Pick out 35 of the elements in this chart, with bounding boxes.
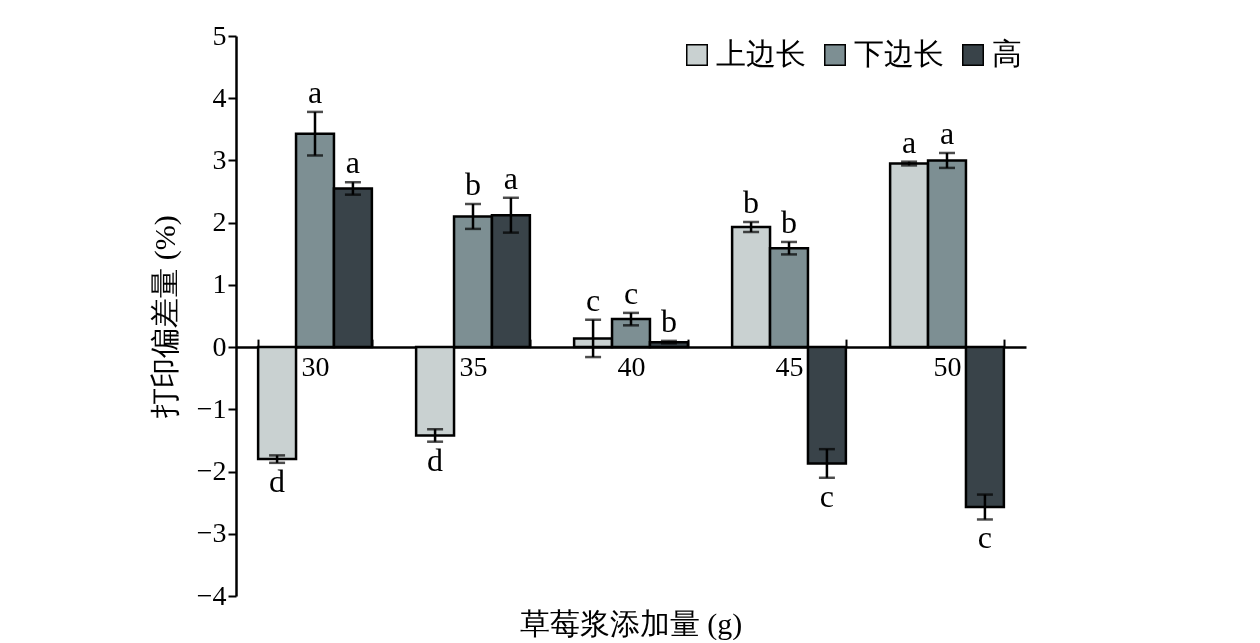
data-label: b [743,184,760,221]
y-tick-label: −2 [196,455,227,487]
data-label: a [939,114,955,151]
x-tick-label: 45 [775,350,804,382]
data-label: b [781,203,797,240]
data-label: b [660,302,677,339]
y-axis-title: 打印偏差量 (%) [147,215,182,419]
legend-label: 下边长 [854,37,944,70]
x-tick-label: 35 [459,350,488,382]
y-tick-label: −1 [196,392,227,424]
data-label: a [307,73,323,110]
data-label: a [503,159,519,196]
data-label: c [977,519,993,556]
data-label: c [585,281,601,318]
data-label: a [901,123,917,160]
data-label: c [623,274,639,311]
x-tick-label: 50 [933,350,962,382]
y-tick-label: 1 [212,268,227,300]
y-tick-label: −4 [196,579,227,611]
y-tick-label: 5 [212,19,227,51]
y-tick-label: 2 [212,206,227,238]
x-tick-label: 30 [301,350,330,382]
y-tick-label: 4 [212,81,227,113]
x-tick-label: 40 [617,350,646,382]
data-label: b [465,166,481,202]
y-tick-label: −3 [196,517,227,549]
y-tick-label: 3 [212,143,227,175]
data-label: a [345,144,361,181]
data-label: d [427,441,444,478]
legend-label: 高 [992,37,1022,70]
x-axis-title: 草莓浆添加量 (g) [519,607,743,641]
data-label: d [269,462,286,499]
y-tick-label: 0 [212,330,227,362]
legend-label: 上边长 [716,37,806,70]
data-label: c [819,477,835,514]
